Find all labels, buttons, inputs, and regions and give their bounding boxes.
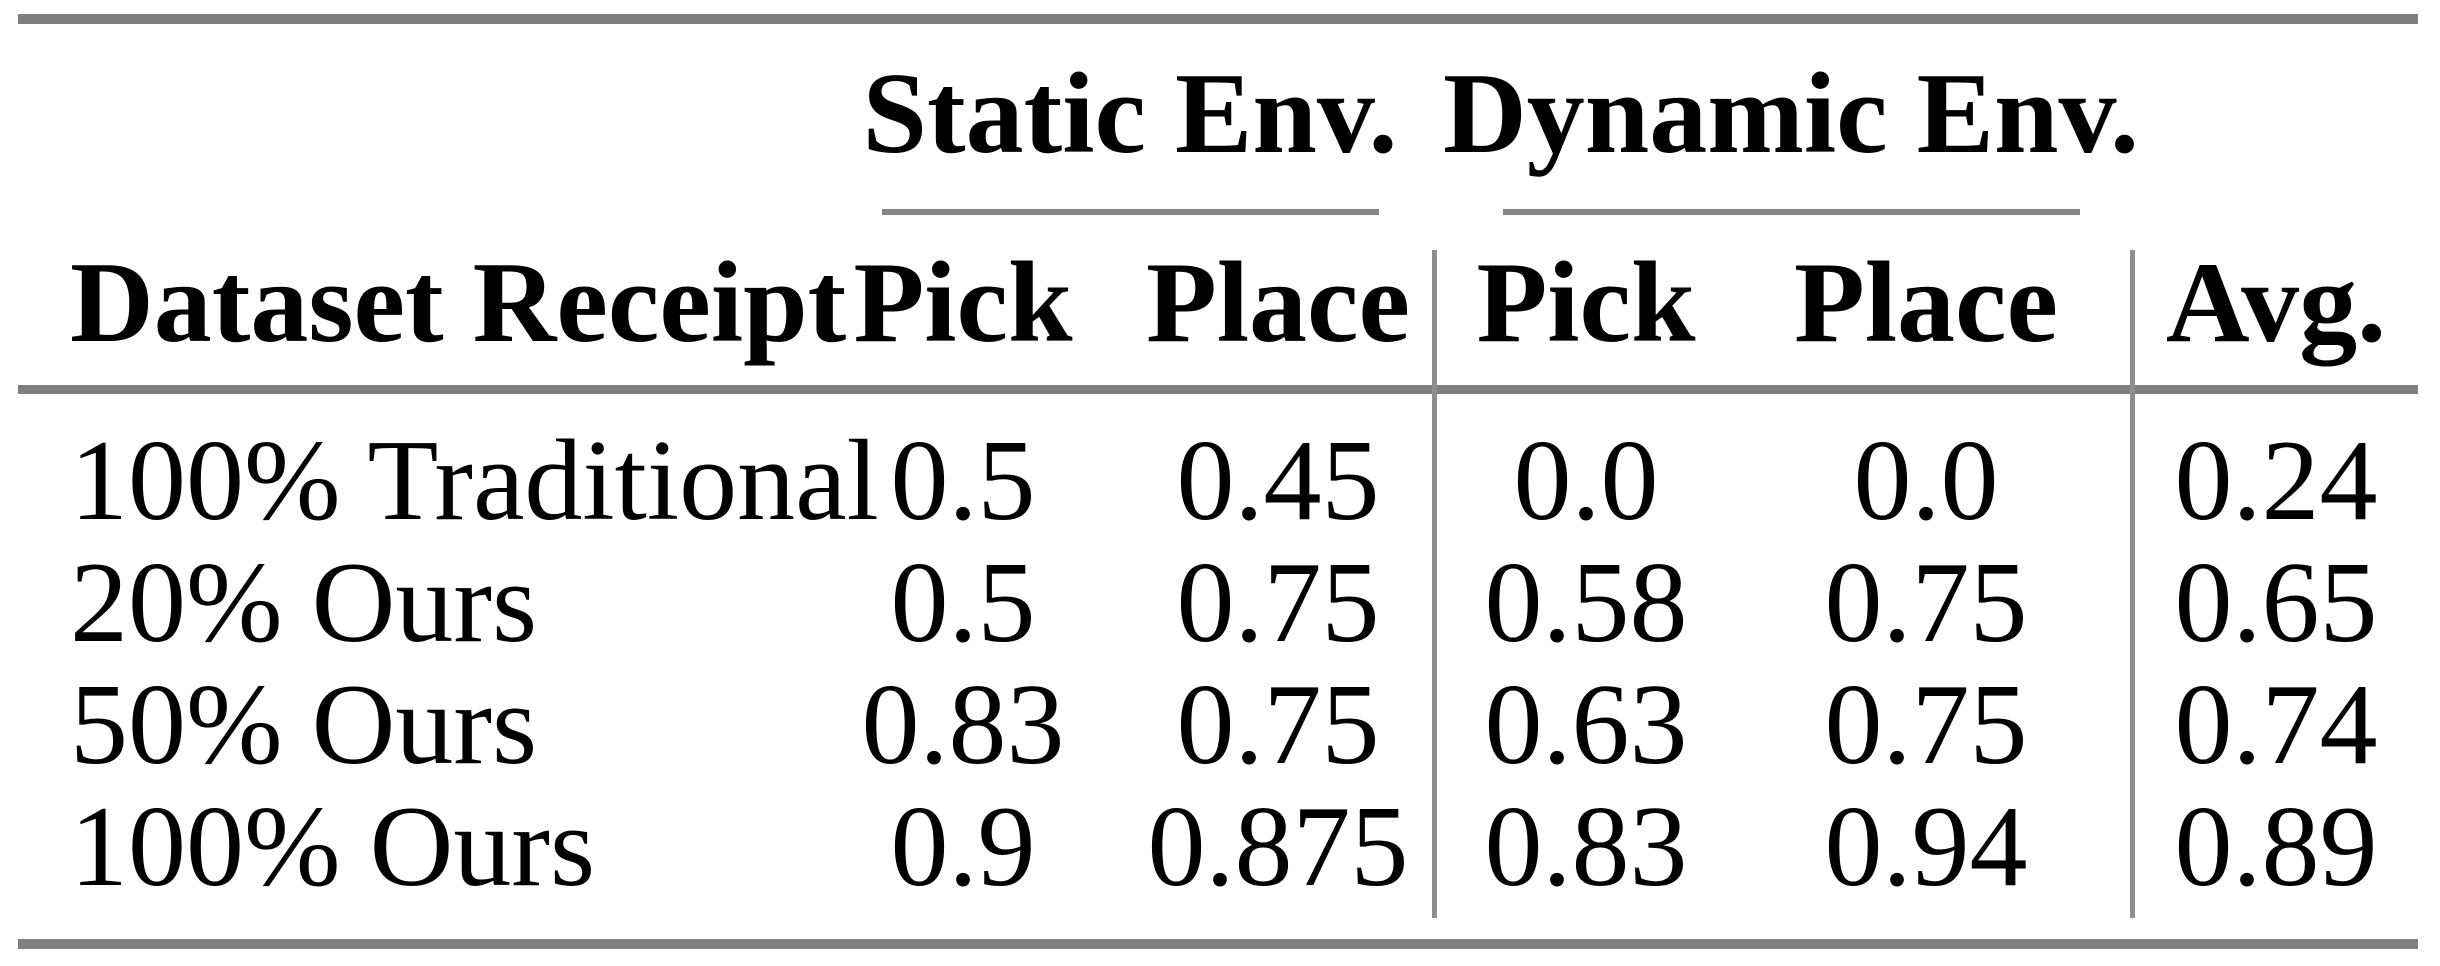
table-bottom-rule bbox=[18, 939, 2418, 949]
cell-static-pick: 0.5 bbox=[890, 417, 1036, 545]
dynamic-env-cmidrule bbox=[1503, 209, 2080, 215]
cell-avg: 0.24 bbox=[2174, 417, 2378, 545]
static-env-cmidrule bbox=[882, 209, 1379, 215]
column-header-static-pick: Pick bbox=[853, 239, 1073, 367]
table-mid-rule bbox=[18, 385, 2418, 394]
group-header-dynamic-env: Dynamic Env. bbox=[1442, 50, 2140, 178]
column-header-dynamic-place: Place bbox=[1793, 239, 2059, 367]
column-header-avg: Avg. bbox=[2165, 239, 2387, 367]
cell-dynamic-pick: 0.0 bbox=[1513, 417, 1659, 545]
cell-avg: 0.74 bbox=[2174, 661, 2378, 789]
row-label: 20% Ours bbox=[70, 539, 538, 667]
column-header-static-place: Place bbox=[1145, 239, 1411, 367]
group-header-static-env: Static Env. bbox=[862, 50, 1398, 178]
cell-static-place: 0.75 bbox=[1176, 661, 1380, 789]
row-label: 100% Ours bbox=[70, 783, 596, 911]
cell-dynamic-place: 0.94 bbox=[1824, 783, 2028, 911]
cell-static-place: 0.875 bbox=[1147, 783, 1409, 911]
cell-static-place: 0.75 bbox=[1176, 539, 1380, 667]
column-header-dynamic-pick: Pick bbox=[1476, 239, 1696, 367]
vertical-separator-dynamic-avg bbox=[2130, 250, 2135, 918]
cell-avg: 0.89 bbox=[2174, 783, 2378, 911]
row-label: 100% Traditional bbox=[70, 417, 879, 545]
cell-static-pick: 0.5 bbox=[890, 539, 1036, 667]
cell-dynamic-place: 0.0 bbox=[1853, 417, 1999, 545]
table-top-rule bbox=[18, 14, 2418, 24]
cell-dynamic-place: 0.75 bbox=[1824, 539, 2028, 667]
cell-static-place: 0.45 bbox=[1176, 417, 1380, 545]
cell-avg: 0.65 bbox=[2174, 539, 2378, 667]
cell-static-pick: 0.83 bbox=[861, 661, 1065, 789]
cell-dynamic-pick: 0.63 bbox=[1484, 661, 1688, 789]
cell-static-pick: 0.9 bbox=[890, 783, 1036, 911]
row-label: 50% Ours bbox=[70, 661, 538, 789]
vertical-separator-static-dynamic bbox=[1432, 250, 1437, 918]
cell-dynamic-pick: 0.83 bbox=[1484, 783, 1688, 911]
cell-dynamic-pick: 0.58 bbox=[1484, 539, 1688, 667]
column-header-dataset-receipt: Dataset Receipt bbox=[70, 239, 847, 367]
cell-dynamic-place: 0.75 bbox=[1824, 661, 2028, 789]
